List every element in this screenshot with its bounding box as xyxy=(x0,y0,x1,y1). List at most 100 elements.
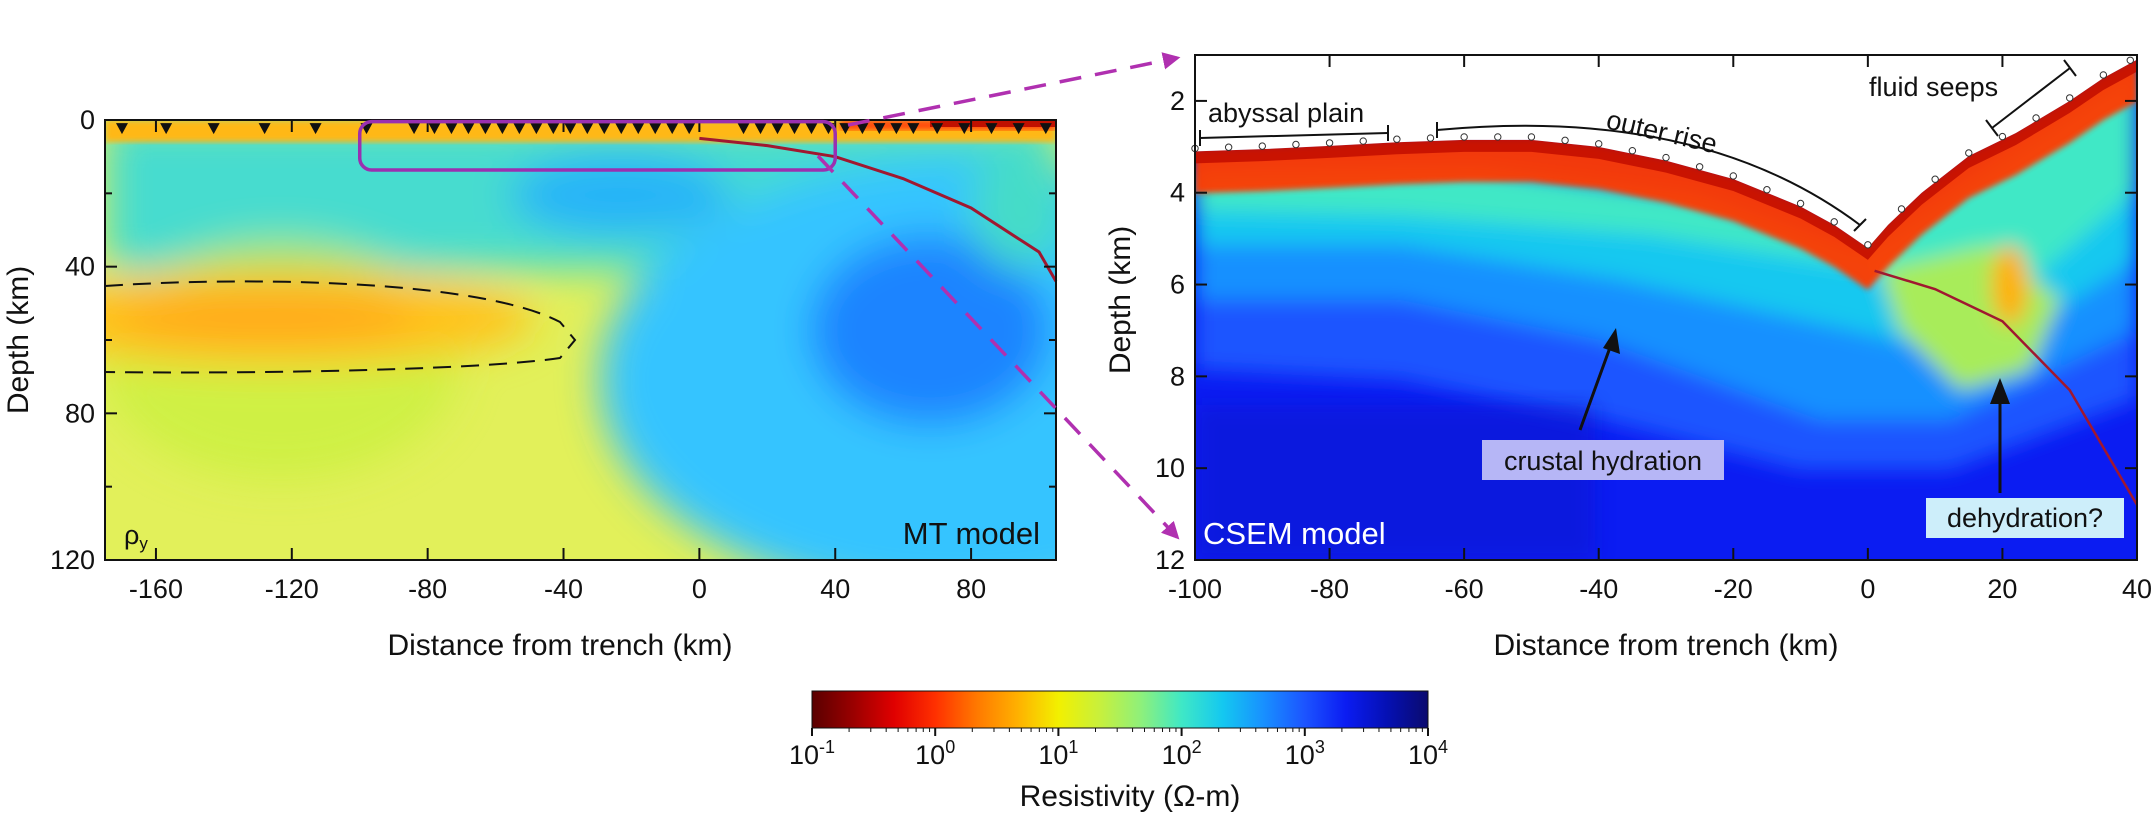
mt-station-marker xyxy=(1039,123,1052,135)
mt-station-marker xyxy=(462,123,475,135)
svg-text:crustal hydration: crustal hydration xyxy=(1504,446,1702,476)
colorbar-tick-label: 102 xyxy=(1162,737,1202,770)
mt-x-tick-label: -40 xyxy=(544,574,583,604)
mt-x-ticks: -160 -120 -80 -40 0 40 80 xyxy=(129,120,986,604)
csem-y-tick-label: 10 xyxy=(1155,453,1185,483)
csem-receiver-marker xyxy=(1393,135,1401,143)
mt-y-axis-title: Depth (km) xyxy=(2,266,35,414)
svg-text:abyssal plain: abyssal plain xyxy=(1208,98,1364,128)
mt-y-ticks: 0 40 80 120 xyxy=(50,105,1056,575)
mt-slab-line xyxy=(699,136,1058,283)
zoom-box xyxy=(357,119,837,172)
colorbar-title: Resistivity (Ω-m) xyxy=(1020,780,1241,813)
mt-y-tick-label: 80 xyxy=(65,398,95,428)
mt-station-marker xyxy=(873,123,886,135)
mt-station-marker xyxy=(958,123,971,135)
abyssal-plain-annotation: abyssal plain xyxy=(1199,98,1389,146)
csem-receiver-marker xyxy=(2032,114,2040,122)
mt-station-marker xyxy=(496,123,509,135)
csem-slab-line xyxy=(1874,269,2139,506)
fluid-seeps-annotation: fluid seeps xyxy=(1869,59,2077,137)
csem-receiver-marker xyxy=(1998,132,2007,141)
csem-receiver-marker xyxy=(1561,136,1569,145)
colorbar-gradient xyxy=(811,690,1429,729)
colorbar: 10-1 100 101 102 103 104 Resistivity (Ω-m) xyxy=(789,690,1448,813)
mt-panel: -160 -120 -80 -40 0 40 80 0 40 80 120 Distance fr… xyxy=(2,105,1058,662)
csem-panel: -100 -80 -60 -40 -20 0 20 40 2 4 6 8 10 12 Distance … xyxy=(1104,54,2151,662)
mt-y-tick-label: 120 xyxy=(50,545,95,575)
svg-text:fluid seeps: fluid seeps xyxy=(1869,72,1998,102)
mt-station-marker xyxy=(309,123,322,135)
mt-station-marker xyxy=(445,123,458,135)
csem-receiver-marker xyxy=(1763,186,1771,194)
csem-x-tick-label: 20 xyxy=(1987,574,2017,604)
csem-y-tick-label: 12 xyxy=(1155,545,1185,575)
csem-x-tick-label: -20 xyxy=(1714,574,1753,604)
csem-receiver-marker xyxy=(1662,153,1670,162)
colorbar-tick-label: 100 xyxy=(915,737,955,770)
mt-component-label: ρy xyxy=(124,520,148,553)
csem-receiver-marker xyxy=(1527,133,1536,141)
csem-frame xyxy=(1194,54,2138,561)
mt-station-marker xyxy=(856,123,869,135)
mt-station-marker xyxy=(513,123,526,135)
dehydration-annotation: dehydration? xyxy=(1926,378,2124,538)
mt-conductor-outline xyxy=(104,280,577,374)
mt-station-marker xyxy=(258,123,271,135)
zoom-connectors xyxy=(816,52,1181,540)
mt-station-marker xyxy=(649,123,662,135)
csem-receiver-marker xyxy=(1224,143,1233,151)
csem-y-tick-label: 4 xyxy=(1170,178,1185,208)
mt-station-marker xyxy=(771,123,784,135)
mt-x-tick-label: -80 xyxy=(408,574,447,604)
mt-station-marker xyxy=(754,123,767,135)
colorbar-ticks: 10-1 100 101 102 103 104 xyxy=(789,728,1448,770)
csem-receiver-marker xyxy=(1830,218,1838,226)
csem-receiver-marker xyxy=(1426,134,1435,142)
csem-x-tick-label: -80 xyxy=(1310,574,1349,604)
csem-x-axis-title: Distance from trench (km) xyxy=(1493,629,1838,662)
csem-receiver-marker xyxy=(1258,142,1266,150)
mt-station-marker xyxy=(632,123,645,135)
mt-station-marker xyxy=(547,123,560,135)
csem-receiver-marker xyxy=(1628,147,1637,155)
mt-station-marker xyxy=(115,123,128,135)
mt-station-marker xyxy=(1012,123,1025,135)
mt-station-marker xyxy=(907,123,920,135)
mt-model-label: MT model xyxy=(903,516,1040,551)
mt-station-marker xyxy=(931,123,944,135)
svg-text:dehydration?: dehydration? xyxy=(1947,503,2103,533)
csem-water-mask xyxy=(1195,55,2137,248)
mt-station-marker xyxy=(428,123,441,135)
csem-y-tick-label: 6 xyxy=(1170,270,1185,300)
mt-station-marker xyxy=(479,123,492,135)
mt-station-marker xyxy=(788,123,801,135)
mt-station-marker xyxy=(160,123,173,135)
csem-receiver-marker xyxy=(1796,199,1805,208)
csem-x-ticks: -100 -80 -60 -40 -20 0 20 40 xyxy=(1168,55,2151,604)
csem-seafloor-band xyxy=(1195,59,2137,290)
colorbar-tick-label: 104 xyxy=(1408,737,1448,770)
colorbar-tick-label: 103 xyxy=(1285,737,1325,770)
mt-station-marker xyxy=(683,123,696,135)
mt-station-marker xyxy=(666,123,679,135)
csem-receiver-marker xyxy=(1931,175,1939,183)
csem-x-tick-label: -100 xyxy=(1168,574,1222,604)
csem-receiver-marker xyxy=(1897,205,1906,213)
csem-x-tick-label: -40 xyxy=(1579,574,1618,604)
mt-station-marker xyxy=(408,123,421,135)
mt-x-tick-label: -120 xyxy=(265,574,319,604)
mt-station-marker xyxy=(615,123,628,135)
csem-x-tick-label: 40 xyxy=(2122,574,2151,604)
mt-x-tick-label: 80 xyxy=(956,574,986,604)
mt-station-marker xyxy=(985,123,998,135)
csem-x-tick-label: 0 xyxy=(1860,574,1875,604)
csem-receiver-marker xyxy=(1729,172,1737,180)
crustal-hydration-annotation: crustal hydration xyxy=(1482,328,1724,480)
csem-y-tick-label: 8 xyxy=(1170,361,1185,391)
csem-x-tick-label: -60 xyxy=(1445,574,1484,604)
csem-y-tick-label: 2 xyxy=(1170,86,1185,116)
csem-receiver-marker xyxy=(1460,133,1468,141)
mt-station-marker xyxy=(805,123,818,135)
